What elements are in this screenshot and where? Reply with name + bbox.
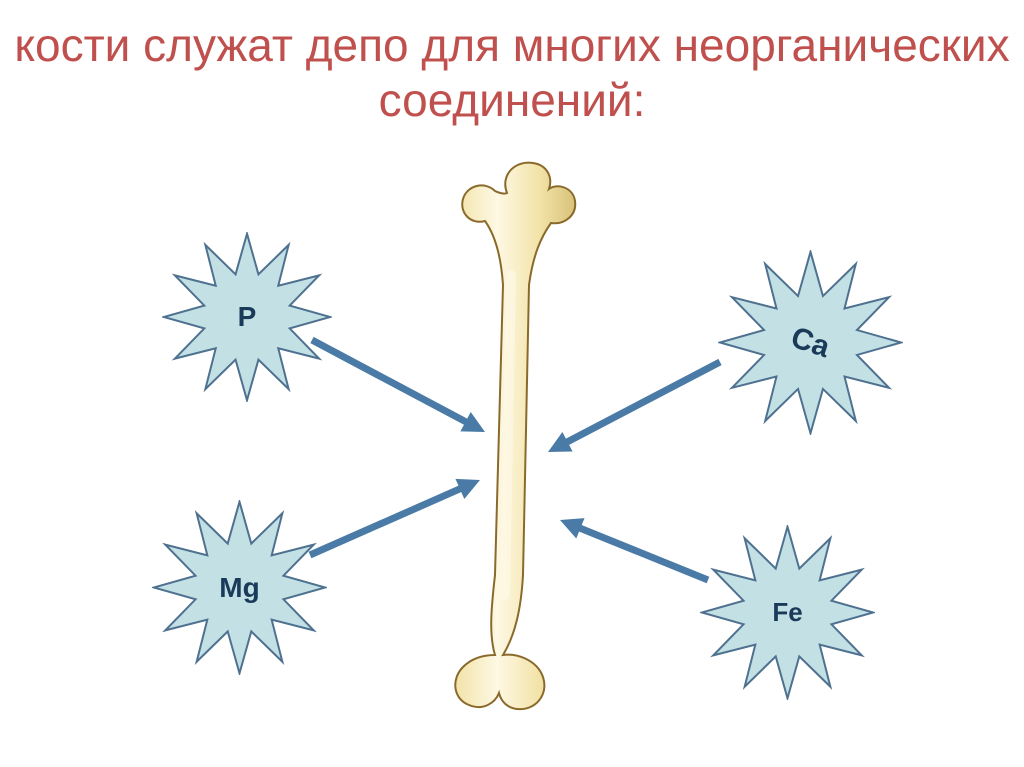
arr-fe bbox=[560, 518, 708, 580]
arr-ca bbox=[548, 362, 720, 452]
diagram-canvas: кости служат депо для многих неорганичес… bbox=[0, 0, 1024, 767]
arr-p bbox=[312, 340, 485, 432]
arr-mg bbox=[310, 479, 480, 555]
arrows-layer bbox=[0, 0, 1024, 767]
